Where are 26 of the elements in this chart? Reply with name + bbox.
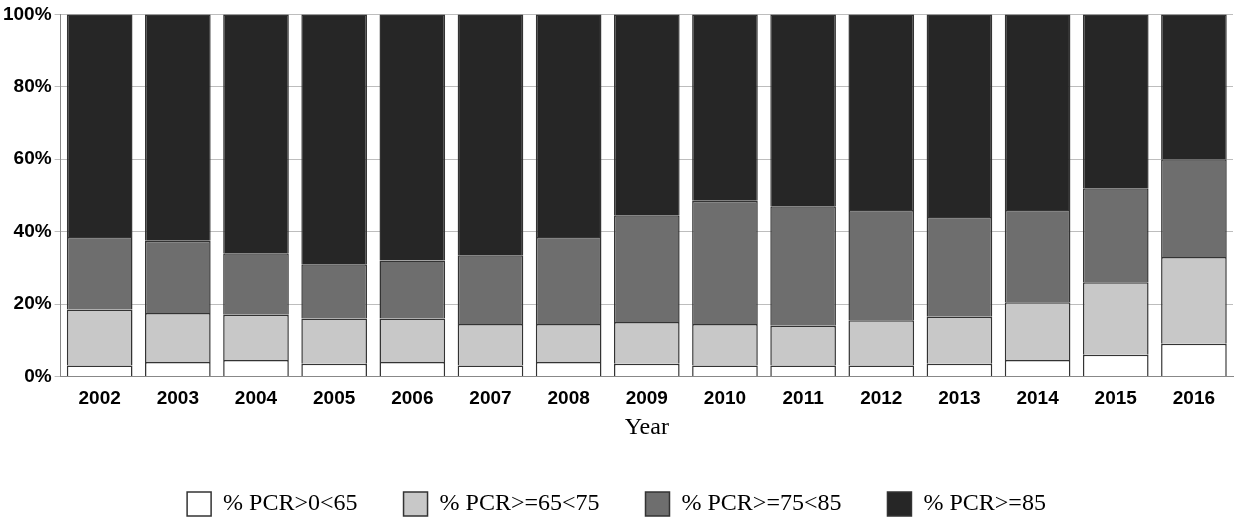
y-tick-label: 60% — [13, 147, 52, 169]
legend-label: % PCR>0<65 — [223, 489, 358, 516]
x-tick-label: 2015 — [1094, 387, 1138, 409]
y-tick-label: 20% — [13, 292, 52, 314]
x-tick-label: 2010 — [703, 387, 747, 409]
x-tick-label: 2007 — [469, 387, 512, 409]
x-tick-label: 2009 — [625, 387, 668, 409]
x-tick-label: 2005 — [313, 387, 356, 409]
x-tick-label: 2004 — [234, 387, 278, 409]
x-tick-label: 2012 — [860, 387, 903, 409]
x-tick-label: 2002 — [78, 387, 121, 409]
x-tick-label: 2013 — [938, 387, 981, 409]
legend-label: % PCR>=75<85 — [681, 489, 842, 516]
legend-label: % PCR>=85 — [923, 489, 1046, 516]
x-tick-label: 2003 — [156, 387, 199, 409]
x-tick-label: 2008 — [547, 387, 590, 409]
x-tick-label: 2011 — [782, 387, 825, 409]
x-tick-label: 2016 — [1172, 387, 1216, 409]
x-tick-label: 2014 — [1016, 387, 1060, 409]
y-tick-label: 80% — [13, 75, 52, 97]
x-tick-label: 2006 — [391, 387, 434, 409]
y-tick-label: 100% — [2, 2, 52, 24]
x-axis-title: Year — [624, 412, 669, 439]
legend-label: % PCR>=65<75 — [439, 489, 600, 516]
y-tick-label: 40% — [13, 219, 52, 241]
y-tick-label: 0% — [24, 364, 52, 386]
